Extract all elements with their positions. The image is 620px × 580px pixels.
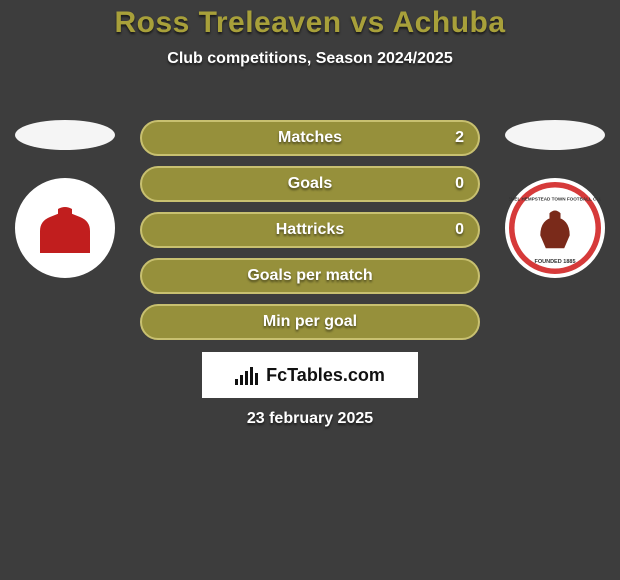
stat-row: Hattricks 0: [140, 212, 480, 248]
player-b-column: HEMEL HEMPSTEAD TOWN FOOTBALL CLUB FOUND…: [500, 120, 610, 278]
stat-label: Min per goal: [263, 313, 357, 331]
stat-label: Goals per match: [247, 267, 372, 285]
page-title: Ross Treleaven vs Achuba: [0, 0, 620, 40]
player-b-photo-placeholder: [505, 120, 605, 150]
player-a-photo-placeholder: [15, 120, 115, 150]
stat-row: Matches 2: [140, 120, 480, 156]
team-a-badge-shape: [34, 203, 96, 253]
subtitle: Club competitions, Season 2024/2025: [0, 50, 620, 68]
team-a-badge: [15, 178, 115, 278]
comparison-card: Ross Treleaven vs Achuba Club competitio…: [0, 0, 620, 580]
player-a-column: [10, 120, 120, 278]
svg-text:FOUNDED 1885: FOUNDED 1885: [534, 259, 575, 265]
stat-value: 0: [455, 221, 464, 239]
stat-value: 2: [455, 129, 464, 147]
svg-text:HEMEL HEMPSTEAD TOWN FOOTBALL: HEMEL HEMPSTEAD TOWN FOOTBALL CLUB: [509, 196, 601, 201]
brand-bars-icon: [235, 365, 258, 385]
stat-row: Goals per match: [140, 258, 480, 294]
stat-row: Goals 0: [140, 166, 480, 202]
stat-row: Min per goal: [140, 304, 480, 340]
stats-container: Matches 2 Goals 0 Hattricks 0 Goals per match M…: [140, 120, 480, 340]
brand-text: FcTables.com: [266, 365, 385, 386]
brand-badge: FcTables.com: [202, 352, 418, 398]
stat-value: 0: [455, 175, 464, 193]
team-b-badge: HEMEL HEMPSTEAD TOWN FOOTBALL CLUB FOUND…: [505, 178, 605, 278]
stat-label: Hattricks: [276, 221, 344, 239]
stat-label: Goals: [288, 175, 332, 193]
stat-label: Matches: [278, 129, 342, 147]
date-line: 23 february 2025: [0, 410, 620, 428]
